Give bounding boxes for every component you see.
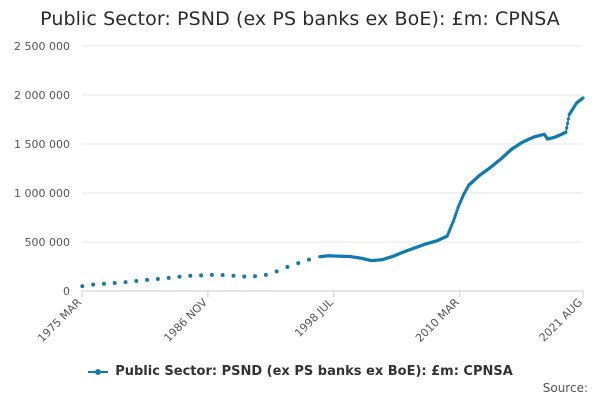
legend[interactable]: Public Sector: PSND (ex PS banks ex BoE)… bbox=[0, 364, 600, 379]
data-point bbox=[455, 208, 459, 212]
data-point bbox=[112, 280, 117, 285]
data-point bbox=[231, 273, 236, 278]
data-point bbox=[566, 117, 570, 121]
data-point bbox=[155, 277, 160, 282]
data-point bbox=[452, 216, 457, 220]
data-point bbox=[253, 274, 258, 279]
data-point bbox=[177, 274, 182, 279]
data-point bbox=[453, 213, 458, 217]
y-tick-label: 2 000 000 bbox=[14, 89, 70, 102]
legend-swatch-icon bbox=[88, 368, 109, 375]
y-tick-label: 0 bbox=[63, 285, 70, 298]
data-point bbox=[242, 274, 247, 279]
data-point bbox=[134, 279, 139, 284]
data-point bbox=[565, 121, 570, 126]
x-axis: 1975 MAR 1986 NOV 1998 JUL 2010 MAR 2021 AUG bbox=[35, 291, 585, 345]
data-point bbox=[220, 273, 225, 278]
data-point bbox=[565, 126, 569, 130]
data-point bbox=[145, 277, 150, 282]
data-point bbox=[188, 273, 193, 278]
x-tick-label: 1975 MAR bbox=[35, 296, 84, 345]
data-point bbox=[581, 96, 585, 100]
data-point bbox=[274, 269, 279, 274]
data-point bbox=[101, 281, 106, 286]
y-tick-label: 1 500 000 bbox=[14, 138, 70, 151]
y-tick-label: 2 500 000 bbox=[14, 40, 70, 53]
data-point bbox=[285, 264, 290, 269]
data-point bbox=[199, 273, 204, 278]
data-point bbox=[209, 272, 214, 277]
data-point bbox=[166, 275, 171, 280]
x-tick-label: 1998 JUL bbox=[292, 295, 336, 339]
x-tick-label: 2021 AUG bbox=[537, 296, 586, 345]
data-point bbox=[307, 257, 312, 262]
x-tick-label: 1986 NOV bbox=[161, 296, 210, 345]
y-tick-label: 500 000 bbox=[25, 236, 71, 249]
data-point bbox=[263, 272, 268, 277]
source-label: Source: bbox=[542, 381, 588, 395]
series-points bbox=[80, 96, 585, 289]
data-point bbox=[80, 284, 85, 289]
y-axis-ticks: 0 500 000 1 000 000 1 500 000 2 000 000 2 500… bbox=[14, 40, 70, 298]
data-point bbox=[296, 261, 301, 266]
data-point bbox=[564, 130, 568, 134]
series-line bbox=[319, 97, 584, 262]
y-tick-label: 1 000 000 bbox=[14, 187, 70, 200]
data-point bbox=[452, 218, 456, 223]
gridlines bbox=[82, 45, 583, 292]
data-point bbox=[91, 282, 96, 287]
data-point bbox=[454, 211, 458, 215]
legend-label: Public Sector: PSND (ex PS banks ex BoE)… bbox=[115, 364, 513, 379]
data-point bbox=[123, 280, 128, 285]
x-tick-label: 2010 MAR bbox=[413, 296, 462, 345]
chart-title: Public Sector: PSND (ex PS banks ex BoE)… bbox=[40, 8, 560, 30]
